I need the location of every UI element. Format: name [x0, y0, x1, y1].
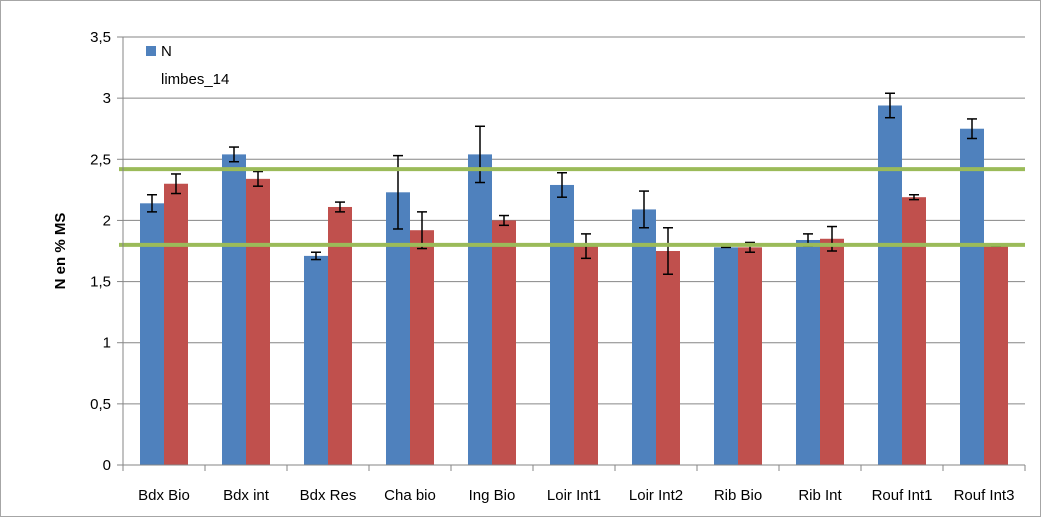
bar-limbes: [328, 206, 352, 465]
y-axis-label: N en % MS: [52, 213, 69, 290]
x-tick-label: Loir Int2: [629, 487, 683, 504]
bar-n: [632, 209, 656, 465]
y-tick-label: 3,5: [90, 29, 111, 46]
y-tick-label: 0: [103, 457, 111, 474]
y-tick-label: 1: [103, 335, 111, 352]
y-tick-label: 2,5: [90, 151, 111, 168]
legend: N limbes_14: [146, 43, 229, 88]
bar-n: [140, 203, 164, 465]
bar-n: [386, 192, 410, 465]
x-tick-label: Rouf Int1: [872, 487, 933, 504]
x-tick-label: Cha bio: [384, 487, 436, 504]
x-tick-label: Ing Bio: [469, 487, 516, 504]
bar-n: [878, 105, 902, 465]
bar-n: [468, 154, 492, 465]
bars: [140, 105, 1008, 466]
x-tick-label: Bdx Bio: [138, 487, 190, 504]
y-tick-label: 1,5: [90, 274, 111, 291]
bar-limbes: [738, 247, 762, 465]
bar-limbes: [492, 220, 516, 465]
legend-swatch-n: [146, 46, 156, 56]
x-tick-label: Loir Int1: [547, 487, 601, 504]
legend-label-limbes: limbes_14: [161, 71, 229, 88]
x-tick-labels: Bdx Bio Bdx int Bdx Res Cha bio Ing Bio Loir …: [138, 487, 1014, 504]
bar-n: [960, 128, 984, 465]
x-tick-label: Rib Int: [798, 487, 842, 504]
bar-n: [222, 154, 246, 465]
bar-limbes: [984, 246, 1008, 465]
bar-n: [714, 247, 738, 465]
bar-limbes: [574, 246, 598, 465]
bar-n: [550, 184, 574, 466]
y-tick-label: 2: [103, 212, 111, 229]
y-tick-label: 3: [103, 90, 111, 107]
axes: [122, 37, 1026, 471]
x-tick-label: Bdx Res: [300, 487, 357, 504]
y-tick-label: 0,5: [90, 396, 111, 413]
x-tick-label: Rouf Int3: [954, 487, 1015, 504]
bar-n: [304, 255, 328, 465]
bar-limbes: [902, 197, 926, 466]
x-tick-label: Bdx int: [223, 487, 270, 504]
bar-limbes: [410, 230, 434, 465]
bar-limbes: [820, 238, 844, 465]
y-tick-labels: 0 0,5 1 1,5 2 2,5 3 3,5: [90, 29, 111, 474]
bar-n: [796, 239, 820, 465]
reference-lines: [119, 167, 1025, 247]
x-tick-label: Rib Bio: [714, 487, 762, 504]
bar-limbes: [246, 178, 270, 465]
bar-limbes: [164, 183, 188, 465]
legend-label-n: N: [161, 43, 172, 60]
bar-limbes: [656, 251, 680, 465]
